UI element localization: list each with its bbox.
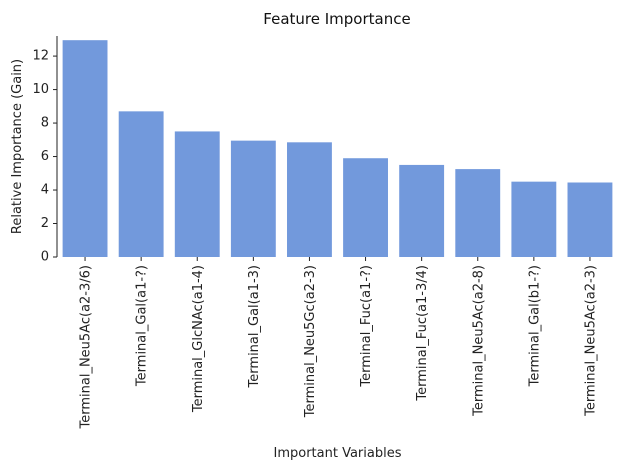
x-tick-label: Terminal_Neu5Gc(a2-3) [303, 265, 318, 418]
y-axis-title: Relative Importance (Gain) [10, 59, 25, 234]
y-tick-label: 0 [41, 250, 49, 265]
x-axis-ticks: Terminal_Neu5Ac(a2-3/6) Terminal_Gal(a1-?… [79, 257, 598, 429]
x-tick-label: Terminal_Neu5Ac(a2-8) [471, 265, 486, 417]
bars-group [62, 40, 613, 257]
x-tick-label: Terminal_Fuc(a1-?) [359, 265, 374, 388]
bar-6 [343, 158, 388, 257]
bar-4 [230, 140, 276, 257]
y-axis-ticks: 0 2 4 6 8 10 12 [32, 49, 57, 265]
x-tick-label: Terminal_Gal(a1-?) [135, 265, 150, 387]
y-tick-label: 12 [32, 49, 49, 64]
y-tick-label: 4 [41, 183, 49, 198]
x-tick-label: Terminal_Fuc(a1-3/4) [415, 265, 430, 402]
chart-title: Feature Importance [263, 10, 410, 28]
y-tick-label: 6 [41, 149, 49, 164]
y-tick-label: 10 [32, 82, 49, 97]
bar-3 [174, 131, 220, 257]
bar-9 [511, 181, 557, 257]
y-tick-label: 8 [41, 116, 49, 131]
x-tick-label: Terminal_Neu5Ac(a2-3/6) [79, 265, 94, 429]
bar-10 [567, 182, 613, 257]
x-tick-label: Terminal_Gal(b1-?) [527, 265, 542, 387]
bar-5 [287, 142, 332, 257]
bar-8 [455, 169, 501, 257]
x-tick-label: Terminal_GlcNAc(a1-4) [191, 265, 206, 413]
x-tick-label: Terminal_Gal(a1-3) [247, 265, 262, 388]
y-tick-label: 2 [41, 216, 49, 231]
bar-7 [399, 164, 445, 257]
bar-2 [118, 111, 164, 257]
x-tick-label: Terminal_Neu5Ac(a2-3) [583, 265, 598, 417]
x-axis-title: Important Variables [274, 446, 402, 461]
bar-1 [62, 40, 108, 257]
